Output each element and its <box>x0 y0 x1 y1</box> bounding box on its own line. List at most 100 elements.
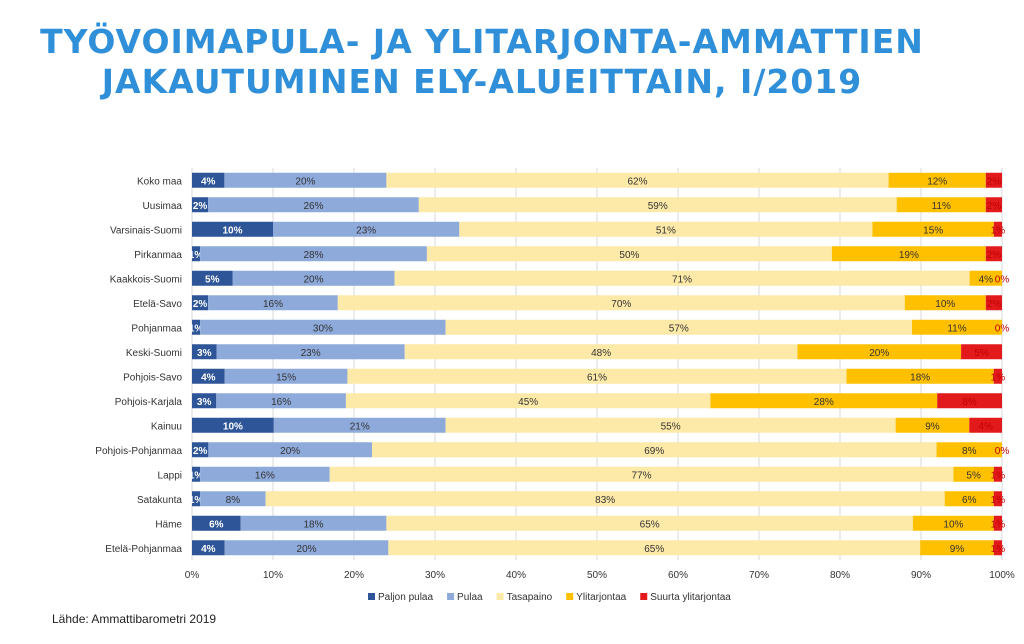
data-label: 0% <box>995 323 1010 334</box>
data-label: 0% <box>995 274 1010 285</box>
bar-segment <box>347 368 847 384</box>
legend-label: Ylitarjontaa <box>576 592 626 603</box>
x-tick-label: 10% <box>263 570 283 581</box>
data-label: 4% <box>201 544 216 555</box>
data-label: 1% <box>991 544 1006 555</box>
data-label: 65% <box>644 544 664 555</box>
bar-segment <box>937 393 1002 409</box>
x-tick-label: 40% <box>506 570 526 581</box>
data-label: 1% <box>189 495 204 506</box>
bar-segment <box>192 442 209 458</box>
x-tick-label: 100% <box>989 570 1015 581</box>
data-label: 12% <box>927 176 947 187</box>
bar-segment <box>426 246 832 262</box>
data-label: 55% <box>661 421 681 432</box>
data-label: 1% <box>991 225 1006 236</box>
legend-swatch <box>447 593 455 600</box>
bar-segment <box>944 491 994 507</box>
data-label: 15% <box>276 372 296 383</box>
bar-segment <box>329 466 954 482</box>
category-label: Pohjanmaa <box>131 323 182 334</box>
data-label: 2% <box>987 250 1002 261</box>
category-label: Etelä-Savo <box>133 299 182 310</box>
data-label: 9% <box>950 544 965 555</box>
data-label: 15% <box>923 225 943 236</box>
category-label: Kainuu <box>151 421 182 432</box>
bar-segment <box>232 270 395 286</box>
bar-segment <box>394 270 970 286</box>
x-tick-label: 70% <box>749 570 769 581</box>
data-label: 6% <box>209 519 224 530</box>
data-label: 2% <box>987 201 1002 212</box>
data-label: 4% <box>979 274 994 285</box>
bar-segment <box>797 344 962 360</box>
data-label: 10% <box>943 519 963 530</box>
bar-segment <box>273 417 446 433</box>
bar-segment <box>192 344 217 360</box>
data-label: 8% <box>962 397 977 408</box>
data-label: 0% <box>995 446 1010 457</box>
bar-segment <box>192 417 274 433</box>
data-label: 20% <box>297 544 317 555</box>
data-label: 10% <box>223 421 243 432</box>
data-label: 2% <box>193 299 208 310</box>
legend-swatch <box>566 593 574 600</box>
bar-segment <box>192 246 201 262</box>
category-label: Pohjois-Pohjanmaa <box>95 446 182 457</box>
data-label: 2% <box>193 201 208 212</box>
category-label: Pohjois-Karjala <box>115 397 183 408</box>
legend-swatch <box>496 593 504 600</box>
bar-segment <box>224 540 389 556</box>
category-label: Keski-Suomi <box>126 348 182 359</box>
bar-segment <box>912 319 1002 335</box>
data-label: 30% <box>313 323 333 334</box>
data-label: 65% <box>640 519 660 530</box>
data-label: 23% <box>301 348 321 359</box>
bar-segment <box>208 197 419 213</box>
bar-segment <box>969 270 1002 286</box>
bar-segment <box>993 515 1002 531</box>
data-label: 1% <box>991 495 1006 506</box>
legend-label: Pulaa <box>457 592 483 603</box>
bar-segment <box>985 172 1002 188</box>
bar-segment <box>224 368 348 384</box>
bar-segment <box>386 515 913 531</box>
bar-segment <box>192 172 225 188</box>
data-label: 5% <box>974 348 989 359</box>
data-label: 20% <box>295 176 315 187</box>
bar-segment <box>993 221 1002 237</box>
data-label: 1% <box>991 470 1006 481</box>
bar-segment <box>192 319 201 335</box>
bar-segment <box>192 515 241 531</box>
bar-segment <box>216 393 346 409</box>
bar-segment <box>192 368 225 384</box>
x-tick-label: 50% <box>587 570 607 581</box>
data-label: 3% <box>197 348 212 359</box>
data-label: 5% <box>205 274 220 285</box>
bar-segment <box>418 197 897 213</box>
data-label: 2% <box>987 176 1002 187</box>
category-label: Etelä-Pohjanmaa <box>105 544 182 555</box>
data-label: 8% <box>962 446 977 457</box>
data-label: 71% <box>672 274 692 285</box>
chart-title-line-1: TYÖVOIMAPULA- JA YLITARJONTA-AMMATTIEN <box>40 22 924 61</box>
bar-segment <box>985 295 1002 311</box>
data-label: 62% <box>627 176 647 187</box>
bar-segment <box>200 246 427 262</box>
legend-label: Tasapaino <box>507 592 553 603</box>
data-label: 3% <box>197 397 212 408</box>
data-label: 11% <box>947 323 966 334</box>
data-label: 61% <box>587 372 607 383</box>
data-label: 1% <box>189 323 204 334</box>
data-label: 1% <box>991 372 1006 383</box>
data-label: 83% <box>595 495 615 506</box>
x-tick-label: 0% <box>185 570 200 581</box>
bar-segment <box>985 197 1002 213</box>
bar-segment <box>459 221 873 237</box>
data-label: 28% <box>814 397 834 408</box>
bar-segment <box>936 442 1002 458</box>
data-label: 9% <box>925 421 940 432</box>
data-label: 2% <box>193 446 208 457</box>
bar-segment <box>993 466 1002 482</box>
data-label: 2% <box>987 299 1002 310</box>
